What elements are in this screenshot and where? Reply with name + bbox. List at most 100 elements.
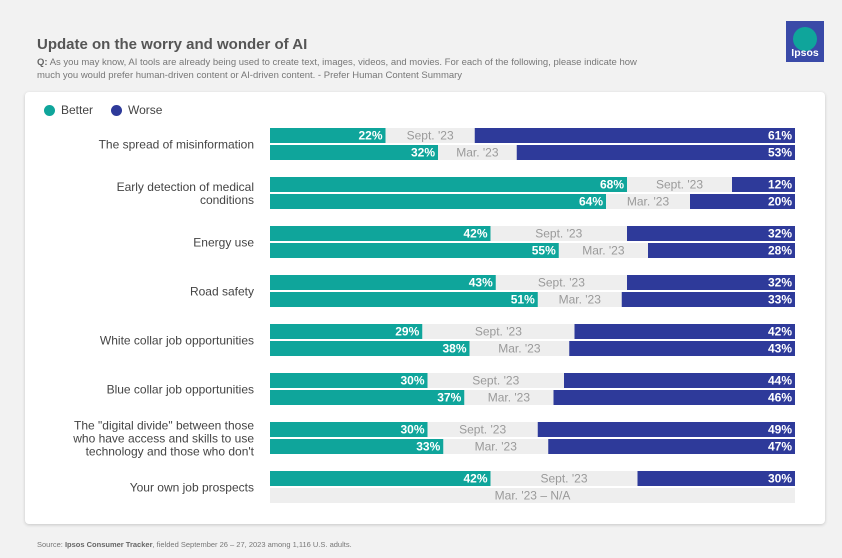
page-title: Update on the worry and wonder of AI (37, 36, 308, 53)
bar-worse (621, 292, 795, 307)
bar-worse (553, 390, 795, 405)
period-label: Sept. '23 (538, 276, 585, 290)
bar-worse (732, 177, 795, 192)
data-label-better: 22% (358, 129, 382, 143)
chart-legend: Better Worse (44, 103, 180, 117)
data-label-better: 42% (463, 472, 487, 486)
period-label: Sept. '23 (472, 374, 519, 388)
category-label: technology and those who don't (86, 445, 255, 459)
bar-worse (648, 243, 795, 258)
logo-circle (793, 27, 817, 51)
period-label: Mar. '23 (488, 391, 531, 405)
data-label-worse: 61% (768, 129, 792, 143)
category-label: The spread of misinformation (99, 138, 254, 152)
bar-worse (627, 226, 795, 241)
legend-label-better: Better (61, 103, 94, 117)
bar-worse (537, 422, 795, 437)
bar-better (270, 324, 423, 339)
source-rest: , fielded September 26 – 27, 2023 among … (152, 540, 352, 549)
bar-better (270, 128, 386, 143)
data-label-worse: 20% (768, 195, 792, 209)
category-label: White collar job opportunities (100, 334, 254, 348)
category-label: The "digital divide" between those (74, 419, 254, 433)
bar-better (270, 390, 465, 405)
bar-better (270, 341, 470, 356)
data-label-better: 68% (600, 178, 624, 192)
data-label-worse: 33% (768, 293, 792, 307)
data-label-worse: 53% (768, 146, 792, 160)
legend-dot-worse-icon (111, 104, 123, 116)
period-label: Sept. '23 (407, 129, 454, 143)
category-label: Energy use (193, 236, 254, 250)
data-label-better: 30% (400, 374, 424, 388)
bar-worse (564, 373, 795, 388)
bar-worse (574, 324, 795, 339)
period-label: Sept. '23 (535, 227, 582, 241)
bar-worse (690, 194, 795, 209)
data-label-better: 30% (400, 423, 424, 437)
data-label-worse: 32% (768, 276, 792, 290)
category-label: Your own job prospects (130, 481, 254, 495)
data-label-worse: 28% (768, 244, 792, 258)
stacked-bar-chart: 22% 61% Sept. '23 32% 53% Mar. '23 The spread … (72, 128, 795, 503)
bar-better (270, 275, 496, 290)
source-prefix: Source: (37, 540, 63, 549)
bar-better (270, 422, 428, 437)
source-bold: Ipsos Consumer Tracker (64, 540, 153, 549)
bar-better (270, 226, 491, 241)
data-label-worse: 49% (768, 423, 792, 437)
data-label-better: 38% (442, 342, 466, 356)
question-prefix: Q: (37, 57, 48, 68)
bar-better (270, 373, 428, 388)
bar-worse (548, 439, 795, 454)
period-label: Sept. '23 (656, 178, 703, 192)
data-label-worse: 12% (768, 178, 792, 192)
data-label-better: 32% (411, 146, 435, 160)
survey-question: Q: As you may know, AI tools are already… (37, 57, 647, 82)
bar-better (270, 243, 559, 258)
category-label: Early detection of medical (117, 180, 254, 194)
data-label-better: 42% (463, 227, 487, 241)
category-label: Blue collar job opportunities (107, 383, 254, 397)
period-label: Mar. '23 (456, 146, 499, 160)
legend-dot-better-icon (44, 104, 55, 116)
category-label: conditions (200, 193, 254, 207)
ipsos-logo: Ipsos (786, 21, 824, 62)
bar-better (270, 471, 491, 486)
data-label-better: 43% (469, 276, 493, 290)
data-label-worse: 30% (768, 472, 792, 486)
legend-item-worse: Worse (111, 103, 162, 117)
data-label-worse: 43% (768, 342, 792, 356)
bar-worse (474, 128, 795, 143)
data-label-worse: 46% (768, 391, 792, 405)
logo-text: Ipsos (791, 47, 819, 59)
bar-na (270, 488, 795, 503)
legend-item-better: Better (44, 103, 93, 117)
bar-worse (516, 145, 795, 160)
period-label: Sept. '23 (459, 423, 506, 437)
data-label-worse: 42% (768, 325, 792, 339)
period-label: Mar. '23 (582, 244, 625, 258)
category-label: who have access and skills to use (72, 432, 254, 446)
data-label-better: 33% (416, 440, 440, 454)
data-label-worse: 47% (768, 440, 792, 454)
data-label-better: 37% (437, 391, 461, 405)
category-label: Road safety (190, 285, 254, 299)
question-text: As you may know, AI tools are already be… (37, 57, 637, 81)
data-label-better: 29% (395, 325, 419, 339)
legend-label-worse: Worse (128, 103, 163, 117)
bar-better (270, 439, 444, 454)
period-label: Mar. '23 (475, 440, 518, 454)
data-label-better: 51% (511, 293, 535, 307)
data-label-worse: 32% (768, 227, 792, 241)
data-label-worse: 44% (768, 374, 792, 388)
bar-worse (637, 471, 795, 486)
period-label: Sept. '23 (541, 472, 588, 486)
bar-better (270, 292, 538, 307)
period-label: Mar. '23 (559, 293, 602, 307)
period-label: Mar. '23 (627, 195, 670, 209)
na-label: Mar. '23 – N/A (495, 489, 571, 503)
source-note: Source: Ipsos Consumer Tracker, fielded … (37, 540, 352, 549)
bar-better (270, 145, 438, 160)
period-label: Mar. '23 (498, 342, 541, 356)
